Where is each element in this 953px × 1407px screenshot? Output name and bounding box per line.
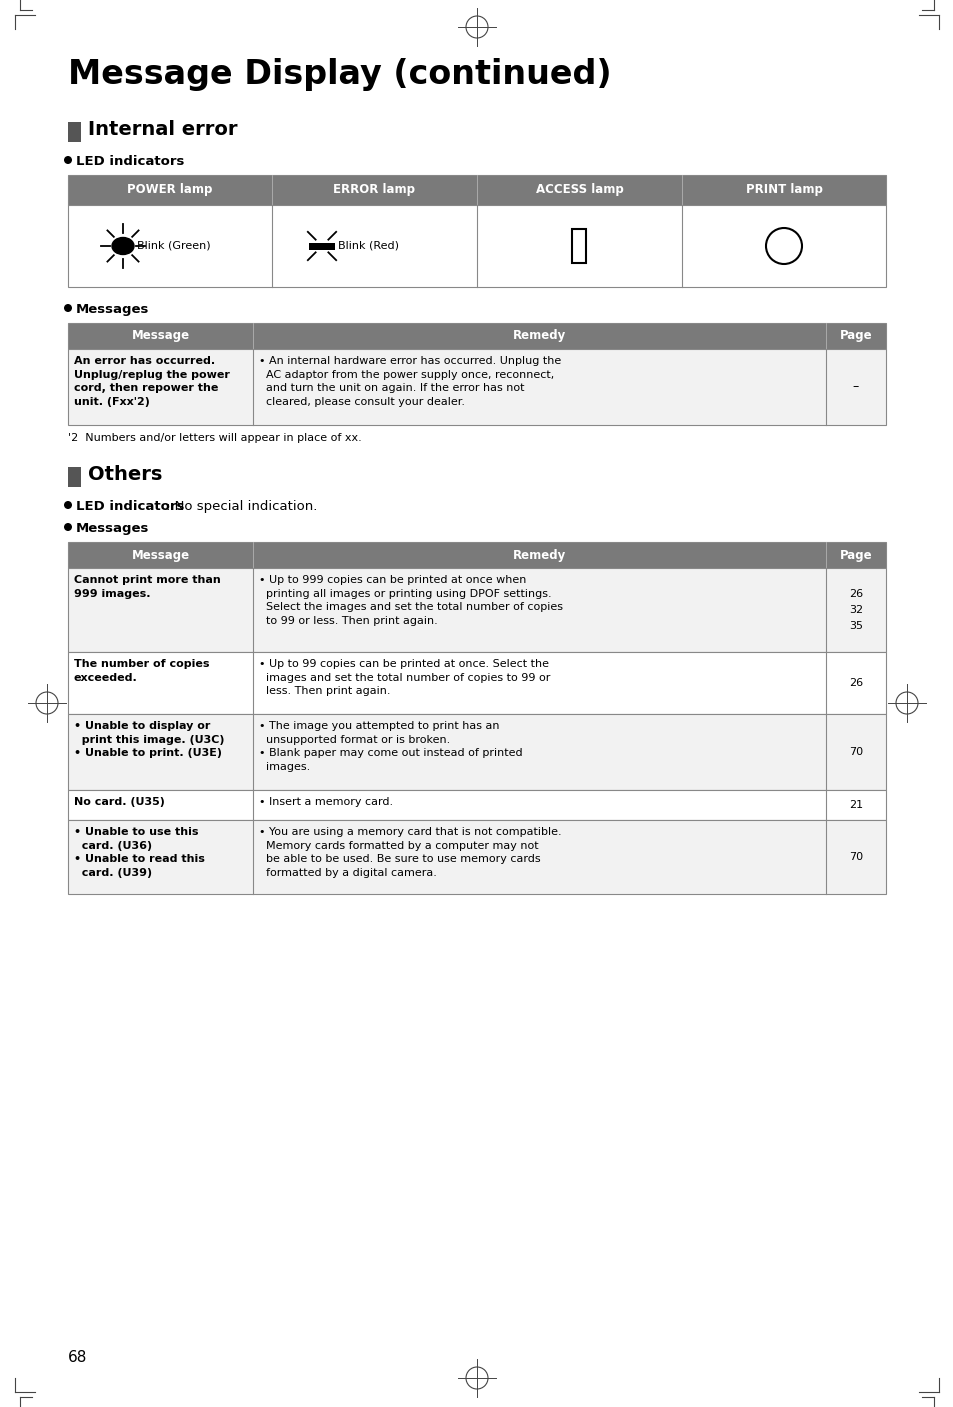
Text: POWER lamp: POWER lamp bbox=[127, 183, 213, 197]
Text: Internal error: Internal error bbox=[88, 120, 237, 139]
Bar bbox=[68, 324, 885, 349]
Text: Page: Page bbox=[839, 329, 871, 342]
Text: Message: Message bbox=[132, 549, 190, 561]
Bar bbox=[68, 467, 81, 487]
Text: PRINT lamp: PRINT lamp bbox=[745, 183, 821, 197]
Text: • An internal hardware error has occurred. Unplug the
  AC adaptor from the powe: • An internal hardware error has occurre… bbox=[258, 356, 560, 407]
Text: Blink (Green): Blink (Green) bbox=[137, 241, 211, 250]
Text: Blink (Red): Blink (Red) bbox=[337, 241, 398, 250]
Text: ACCESS lamp: ACCESS lamp bbox=[535, 183, 622, 197]
Text: An error has occurred.
Unplug/replug the power
cord, then repower the
unit. (Fxx: An error has occurred. Unplug/replug the… bbox=[74, 356, 230, 407]
Bar bbox=[68, 205, 885, 287]
Text: Remedy: Remedy bbox=[513, 549, 565, 561]
Text: • Unable to display or
  print this image. (U3C)
• Unable to print. (U3E): • Unable to display or print this image.… bbox=[74, 720, 224, 758]
Text: • Up to 999 copies can be printed at once when
  printing all images or printing: • Up to 999 copies can be printed at onc… bbox=[258, 575, 562, 626]
Text: 70: 70 bbox=[848, 747, 862, 757]
Text: 26
32
35: 26 32 35 bbox=[848, 590, 862, 630]
Bar bbox=[572, 229, 586, 263]
Text: • Unable to use this
  card. (U36)
• Unable to read this
  card. (U39): • Unable to use this card. (U36) • Unabl… bbox=[74, 827, 205, 878]
Text: Cannot print more than
999 images.: Cannot print more than 999 images. bbox=[74, 575, 220, 598]
Text: –: – bbox=[852, 380, 859, 394]
Text: Message: Message bbox=[132, 329, 190, 342]
Bar bbox=[68, 122, 81, 142]
Text: Others: Others bbox=[88, 464, 162, 484]
Text: 70: 70 bbox=[848, 853, 862, 862]
Bar bbox=[68, 349, 885, 425]
Circle shape bbox=[64, 523, 71, 530]
Text: Messages: Messages bbox=[76, 303, 150, 317]
Text: 26: 26 bbox=[848, 678, 862, 688]
Text: 21: 21 bbox=[848, 801, 862, 810]
Bar bbox=[68, 651, 885, 713]
Bar bbox=[68, 789, 885, 820]
Text: • You are using a memory card that is not compatible.
  Memory cards formatted b: • You are using a memory card that is no… bbox=[258, 827, 561, 878]
Text: No card. (U35): No card. (U35) bbox=[74, 796, 165, 808]
Text: Message Display (continued): Message Display (continued) bbox=[68, 58, 611, 91]
Circle shape bbox=[64, 156, 71, 165]
Text: • The image you attempted to print has an
  unsupported format or is broken.
• B: • The image you attempted to print has a… bbox=[258, 720, 522, 772]
Text: : No special indication.: : No special indication. bbox=[166, 499, 317, 514]
Text: • Up to 99 copies can be printed at once. Select the
  images and set the total : • Up to 99 copies can be printed at once… bbox=[258, 658, 550, 696]
Bar bbox=[68, 542, 885, 568]
Text: '2  Numbers and/or letters will appear in place of xx.: '2 Numbers and/or letters will appear in… bbox=[68, 433, 361, 443]
Ellipse shape bbox=[112, 238, 133, 255]
Text: Page: Page bbox=[839, 549, 871, 561]
Text: The number of copies
exceeded.: The number of copies exceeded. bbox=[74, 658, 210, 682]
Text: • Insert a memory card.: • Insert a memory card. bbox=[258, 796, 393, 808]
Circle shape bbox=[64, 501, 71, 509]
Bar bbox=[68, 820, 885, 893]
Bar bbox=[68, 174, 885, 205]
Text: 68: 68 bbox=[68, 1349, 88, 1365]
Bar bbox=[68, 713, 885, 789]
Circle shape bbox=[64, 304, 71, 312]
Bar bbox=[309, 243, 335, 250]
Text: Remedy: Remedy bbox=[513, 329, 565, 342]
Text: LED indicators: LED indicators bbox=[76, 499, 184, 514]
Text: LED indicators: LED indicators bbox=[76, 155, 184, 167]
Bar bbox=[68, 568, 885, 651]
Text: ERROR lamp: ERROR lamp bbox=[334, 183, 416, 197]
Text: Messages: Messages bbox=[76, 522, 150, 535]
